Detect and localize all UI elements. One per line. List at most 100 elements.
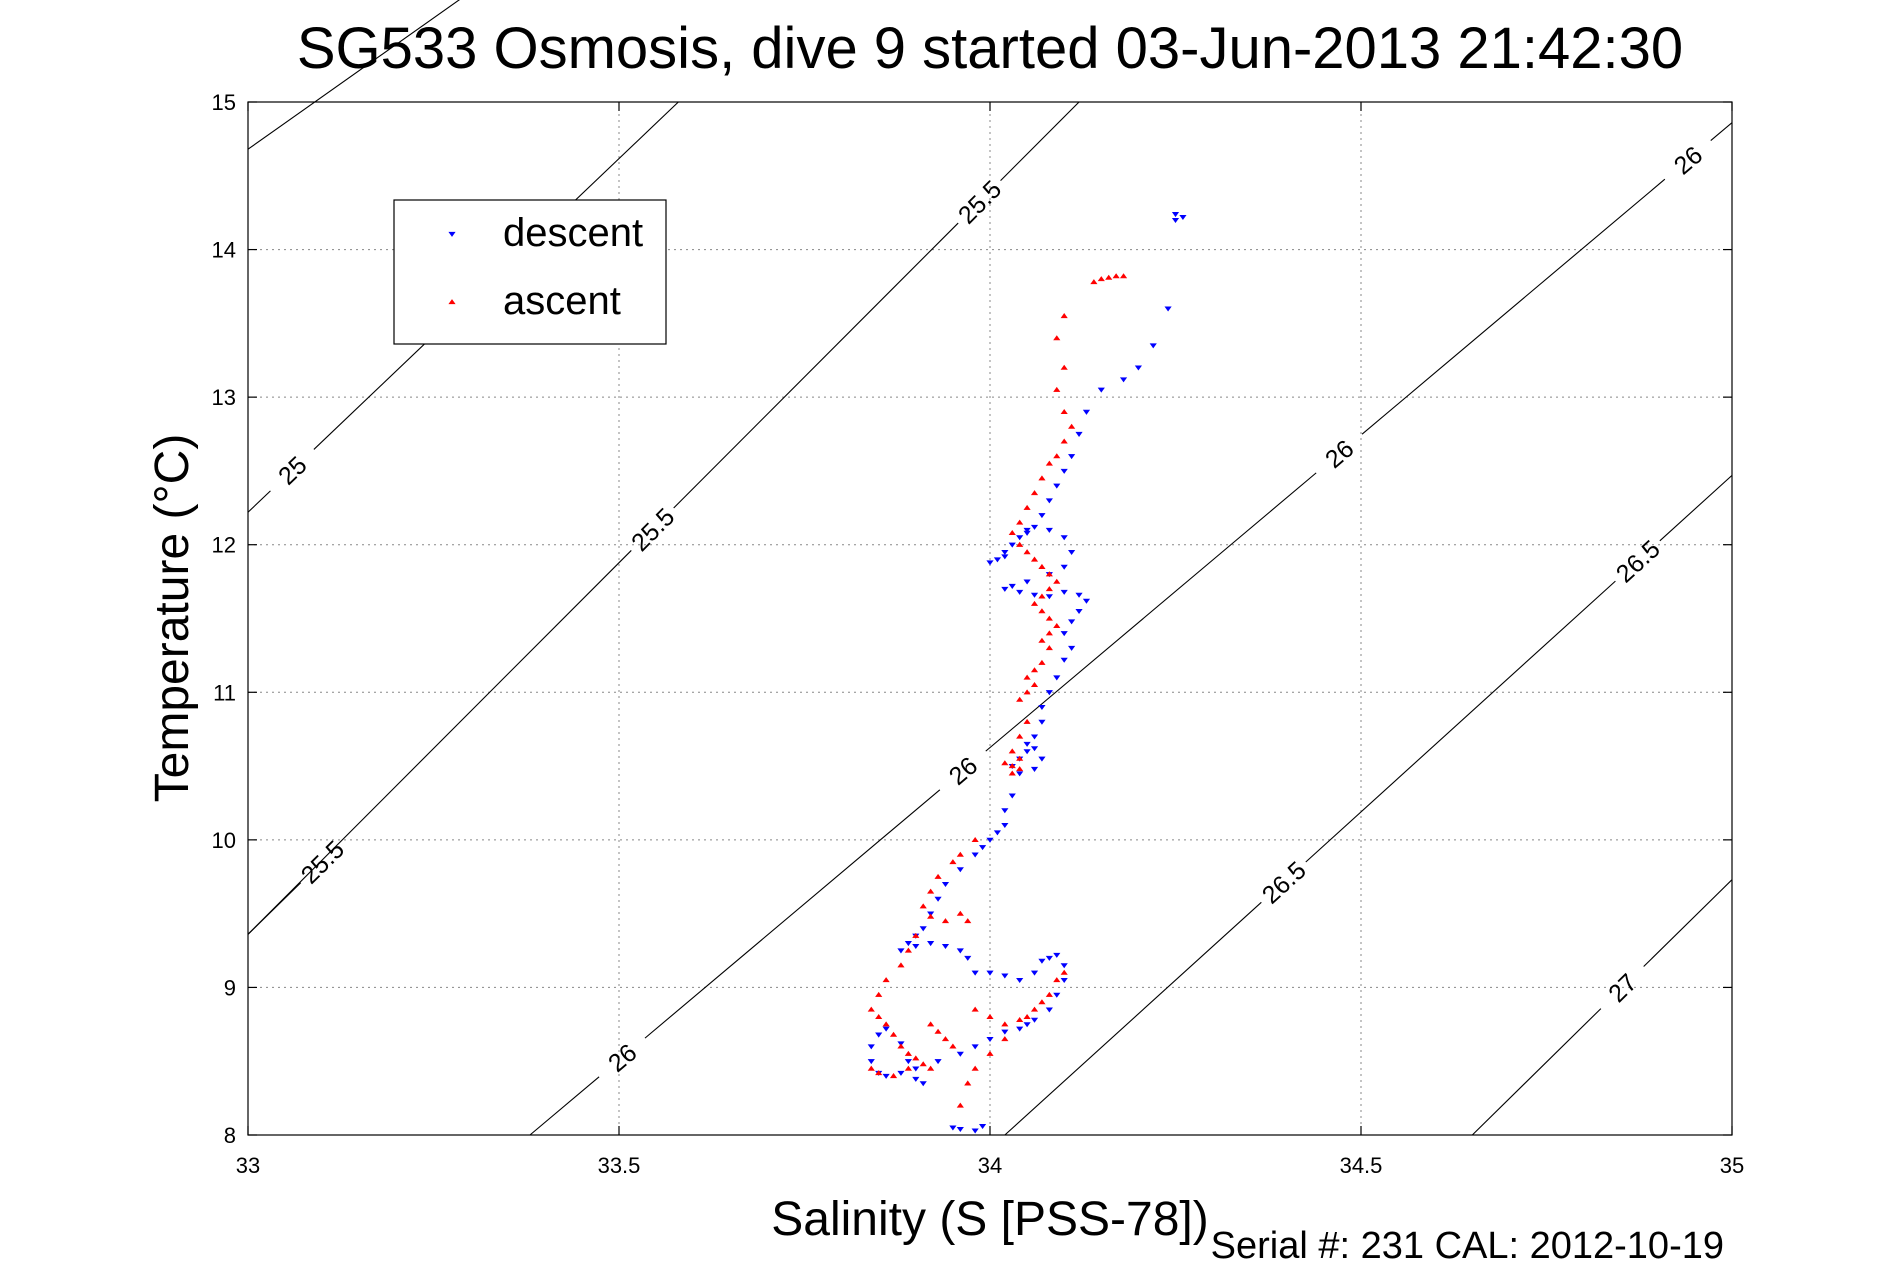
ascent-point (1030, 600, 1039, 606)
ascent-point (1053, 578, 1061, 584)
ascent-point (1053, 386, 1061, 392)
descent-point (1060, 589, 1068, 595)
descent-point (1060, 657, 1068, 663)
descent-point (1016, 1026, 1024, 1032)
ascent-point (912, 1055, 920, 1061)
ascent-point (1023, 689, 1031, 695)
ascent-point (1016, 519, 1024, 525)
isopycnal-line-27 (1643, 879, 1733, 967)
ascent-point (927, 1021, 935, 1027)
descent-point (1038, 958, 1046, 964)
isopycnal-line-26 (985, 472, 1317, 752)
ascent-point (1060, 408, 1068, 415)
ascent-point (1119, 273, 1128, 279)
descent-point (1082, 598, 1091, 604)
ascent-point (1097, 276, 1105, 282)
descent-point (1082, 409, 1091, 415)
descent-point (978, 845, 987, 851)
isopycnal-line-25-5 (247, 882, 302, 935)
y-tick-label: 14 (212, 238, 236, 263)
ascent-point (956, 851, 964, 857)
descent-point (1001, 1029, 1009, 1035)
legend-marker-descent (448, 231, 456, 237)
isopycnal-line-25-5 (1000, 101, 1080, 181)
descent-point (956, 948, 964, 954)
descent-point (971, 1044, 979, 1050)
ascent-point (986, 1050, 994, 1056)
y-tick-label: 11 (213, 680, 236, 705)
descent-point (934, 896, 942, 902)
ascent-point (1001, 1021, 1009, 1027)
y-tick-label: 12 (212, 533, 236, 558)
descent-point (1060, 631, 1068, 637)
footer-serial-cal: Serial #: 231 CAL: 2012-10-19 (1211, 1225, 1724, 1262)
descent-point (1023, 749, 1031, 755)
descent-point (1068, 619, 1076, 625)
ascent-point (1023, 504, 1031, 510)
ascent-point (1008, 748, 1016, 754)
descent-point (897, 948, 905, 954)
descent-point (1030, 734, 1039, 740)
ascent-point (934, 873, 942, 879)
y-axis-label: Temperature (°C) (146, 434, 199, 803)
ascent-point (1023, 718, 1031, 724)
ascent-point (889, 1031, 898, 1037)
y-tick-label: 10 (212, 828, 236, 853)
ascent-point (1008, 763, 1016, 769)
legend-box (393, 199, 667, 345)
descent-point (1016, 977, 1024, 983)
descent-point (1075, 592, 1083, 598)
descent-point (1030, 1017, 1039, 1023)
isopycnal-line-25-5 (673, 222, 959, 509)
isopycnal-line-25 (247, 490, 271, 513)
y-tick-label: 15 (212, 90, 236, 115)
descent-point (919, 1081, 927, 1087)
legend-label-ascent: ascent (503, 279, 621, 323)
ascent-point (956, 910, 964, 916)
ascent-point (1060, 313, 1068, 319)
grid-lines (248, 102, 1732, 1135)
descent-point (875, 1032, 883, 1038)
ascent-point (986, 1014, 994, 1020)
descent-point (1053, 675, 1061, 681)
ascent-point (1060, 364, 1068, 370)
ascent-point (1030, 667, 1039, 673)
descent-point (897, 1070, 905, 1076)
descent-point (882, 1026, 890, 1032)
descent-point (882, 1073, 890, 1079)
descent-point (934, 1059, 942, 1065)
descent-point (986, 970, 994, 976)
descent-point (956, 1126, 964, 1133)
x-tick-label: 35 (1720, 1153, 1744, 1178)
ascent-point (1030, 556, 1039, 562)
descent-point (1068, 454, 1076, 460)
descent-point (1119, 377, 1128, 383)
descent-point (1008, 542, 1016, 548)
descent-point (1023, 1022, 1031, 1028)
ascent-point (1001, 1036, 1009, 1042)
ascent-point (912, 932, 920, 938)
ascent-point (919, 1061, 927, 1067)
ascent-point (1060, 438, 1068, 444)
ascent-point (889, 1073, 898, 1079)
descent-point (1060, 977, 1068, 983)
ascent-point (904, 1065, 912, 1071)
ascent-point (949, 1043, 957, 1049)
descent-point (1164, 306, 1172, 312)
ascent-point (875, 1014, 883, 1020)
descent-point (1001, 549, 1009, 556)
ascent-point (1053, 977, 1061, 983)
ascent-point (971, 836, 979, 842)
isopycnal-line-26-5 (1659, 474, 1733, 542)
ascent-point (971, 1065, 979, 1071)
descent-point (1045, 690, 1053, 696)
x-tick-label: 34 (978, 1153, 1002, 1178)
descent-point (1053, 483, 1061, 489)
isopycnal-line-25-5 (247, 550, 632, 935)
ascent-point (941, 1036, 950, 1042)
ascent-point (1053, 622, 1061, 628)
isopycnal-line-25 (247, 0, 460, 150)
ascent-point (1016, 755, 1024, 761)
